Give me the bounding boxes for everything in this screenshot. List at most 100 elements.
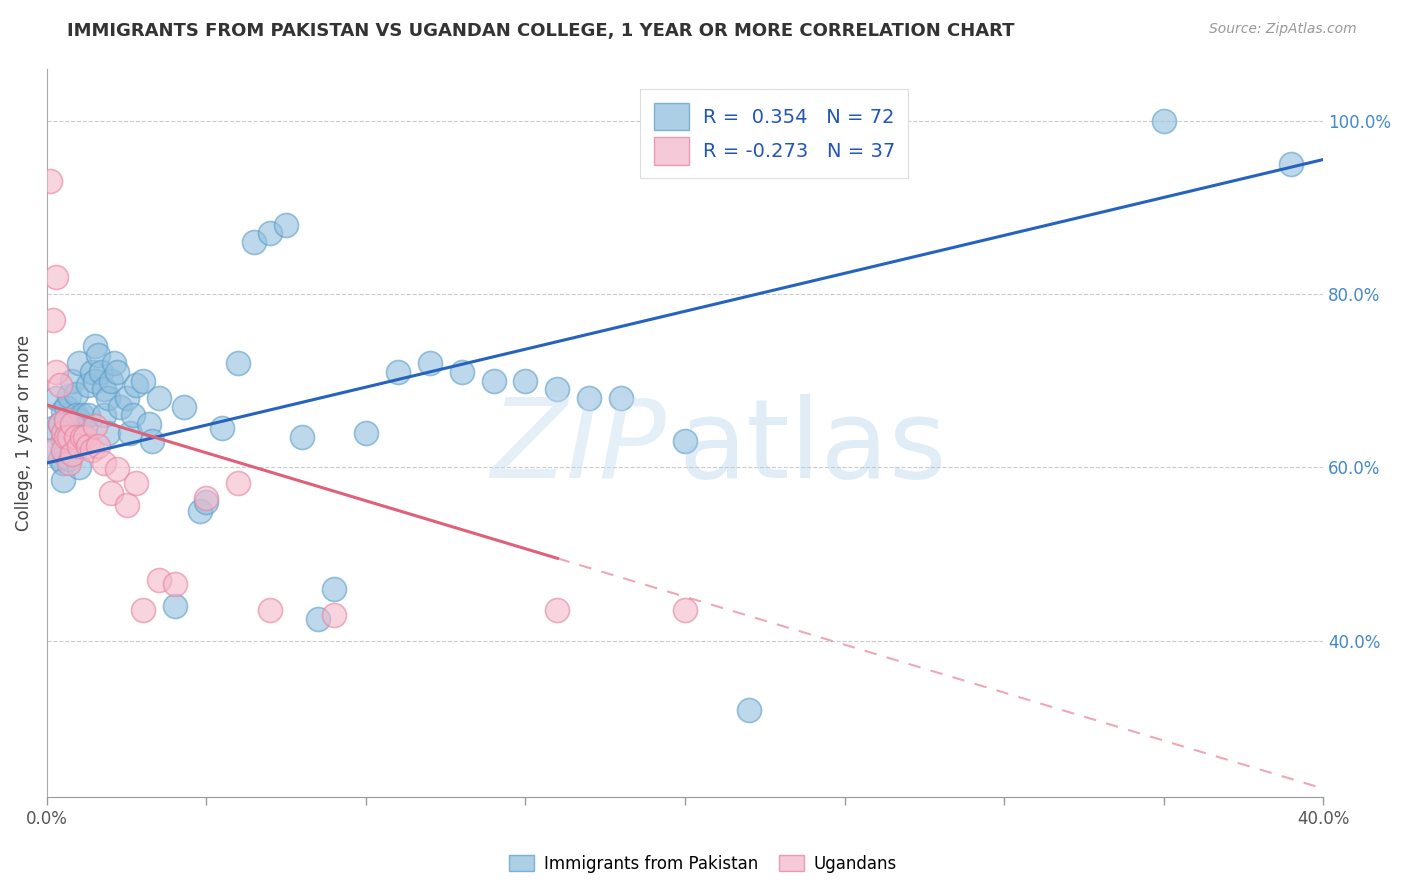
- Point: [80, 365, 103, 379]
- Point: [67, 460, 90, 475]
- Point: [77, 378, 100, 392]
- Point: [42, 421, 65, 435]
- Point: [62, 421, 84, 435]
- Point: [276, 218, 298, 232]
- Point: [65, 409, 87, 423]
- Point: [48, 417, 70, 431]
- Point: [673, 434, 696, 449]
- Text: ZIP: ZIP: [491, 393, 666, 500]
- Point: [131, 374, 153, 388]
- Point: [93, 409, 115, 423]
- Point: [148, 573, 170, 587]
- Text: atlas: atlas: [679, 393, 948, 500]
- Point: [75, 421, 97, 435]
- Point: [118, 425, 141, 440]
- Point: [482, 374, 505, 388]
- Point: [131, 603, 153, 617]
- Point: [65, 430, 87, 444]
- Point: [163, 577, 186, 591]
- Point: [55, 400, 77, 414]
- Point: [259, 226, 281, 240]
- Point: [105, 365, 128, 379]
- Point: [67, 412, 90, 426]
- Point: [62, 374, 84, 388]
- Text: IMMIGRANTS FROM PAKISTAN VS UGANDAN COLLEGE, 1 YEAR OR MORE CORRELATION CHART: IMMIGRANTS FROM PAKISTAN VS UGANDAN COLL…: [67, 22, 1015, 40]
- Point: [45, 269, 67, 284]
- Point: [515, 374, 537, 388]
- Legend: Immigrants from Pakistan, Ugandans: Immigrants from Pakistan, Ugandans: [502, 848, 904, 880]
- Point: [1279, 157, 1302, 171]
- Point: [58, 430, 80, 444]
- Point: [228, 475, 250, 490]
- Point: [48, 417, 70, 431]
- Point: [58, 451, 80, 466]
- Point: [52, 456, 75, 470]
- Point: [211, 421, 233, 435]
- Point: [62, 417, 84, 431]
- Point: [546, 382, 568, 396]
- Point: [115, 391, 138, 405]
- Point: [52, 425, 75, 440]
- Point: [419, 356, 441, 370]
- Point: [45, 391, 67, 405]
- Y-axis label: College, 1 year or more: College, 1 year or more: [15, 334, 32, 531]
- Point: [90, 365, 112, 379]
- Point: [67, 356, 90, 370]
- Point: [243, 235, 266, 249]
- Point: [80, 442, 103, 457]
- Point: [450, 365, 472, 379]
- Legend: R =  0.354   N = 72, R = -0.273   N = 37: R = 0.354 N = 72, R = -0.273 N = 37: [640, 89, 908, 178]
- Point: [387, 365, 409, 379]
- Point: [163, 599, 186, 613]
- Point: [122, 409, 145, 423]
- Point: [103, 356, 125, 370]
- Point: [55, 430, 77, 444]
- Point: [105, 462, 128, 476]
- Point: [77, 409, 100, 423]
- Point: [323, 607, 346, 622]
- Point: [307, 612, 329, 626]
- Point: [578, 391, 600, 405]
- Point: [546, 603, 568, 617]
- Point: [87, 439, 110, 453]
- Point: [55, 412, 77, 426]
- Point: [52, 433, 75, 447]
- Point: [1153, 113, 1175, 128]
- Point: [70, 409, 93, 423]
- Point: [195, 495, 218, 509]
- Point: [42, 313, 65, 327]
- Point: [115, 498, 138, 512]
- Point: [45, 365, 67, 379]
- Point: [58, 430, 80, 444]
- Point: [65, 386, 87, 401]
- Point: [55, 442, 77, 457]
- Point: [96, 425, 118, 440]
- Point: [83, 374, 105, 388]
- Point: [228, 356, 250, 370]
- Point: [75, 430, 97, 444]
- Point: [39, 174, 62, 188]
- Point: [323, 582, 346, 596]
- Point: [291, 430, 314, 444]
- Point: [673, 603, 696, 617]
- Point: [58, 389, 80, 403]
- Point: [125, 475, 148, 490]
- Point: [48, 451, 70, 466]
- Point: [77, 439, 100, 453]
- Point: [93, 382, 115, 396]
- Point: [148, 391, 170, 405]
- Point: [52, 442, 75, 457]
- Point: [195, 491, 218, 505]
- Point: [96, 391, 118, 405]
- Point: [48, 378, 70, 392]
- Point: [58, 456, 80, 470]
- Point: [52, 404, 75, 418]
- Point: [67, 439, 90, 453]
- Point: [55, 417, 77, 431]
- Point: [100, 374, 122, 388]
- Point: [110, 400, 132, 414]
- Point: [87, 348, 110, 362]
- Point: [138, 417, 160, 431]
- Point: [188, 503, 211, 517]
- Point: [354, 425, 377, 440]
